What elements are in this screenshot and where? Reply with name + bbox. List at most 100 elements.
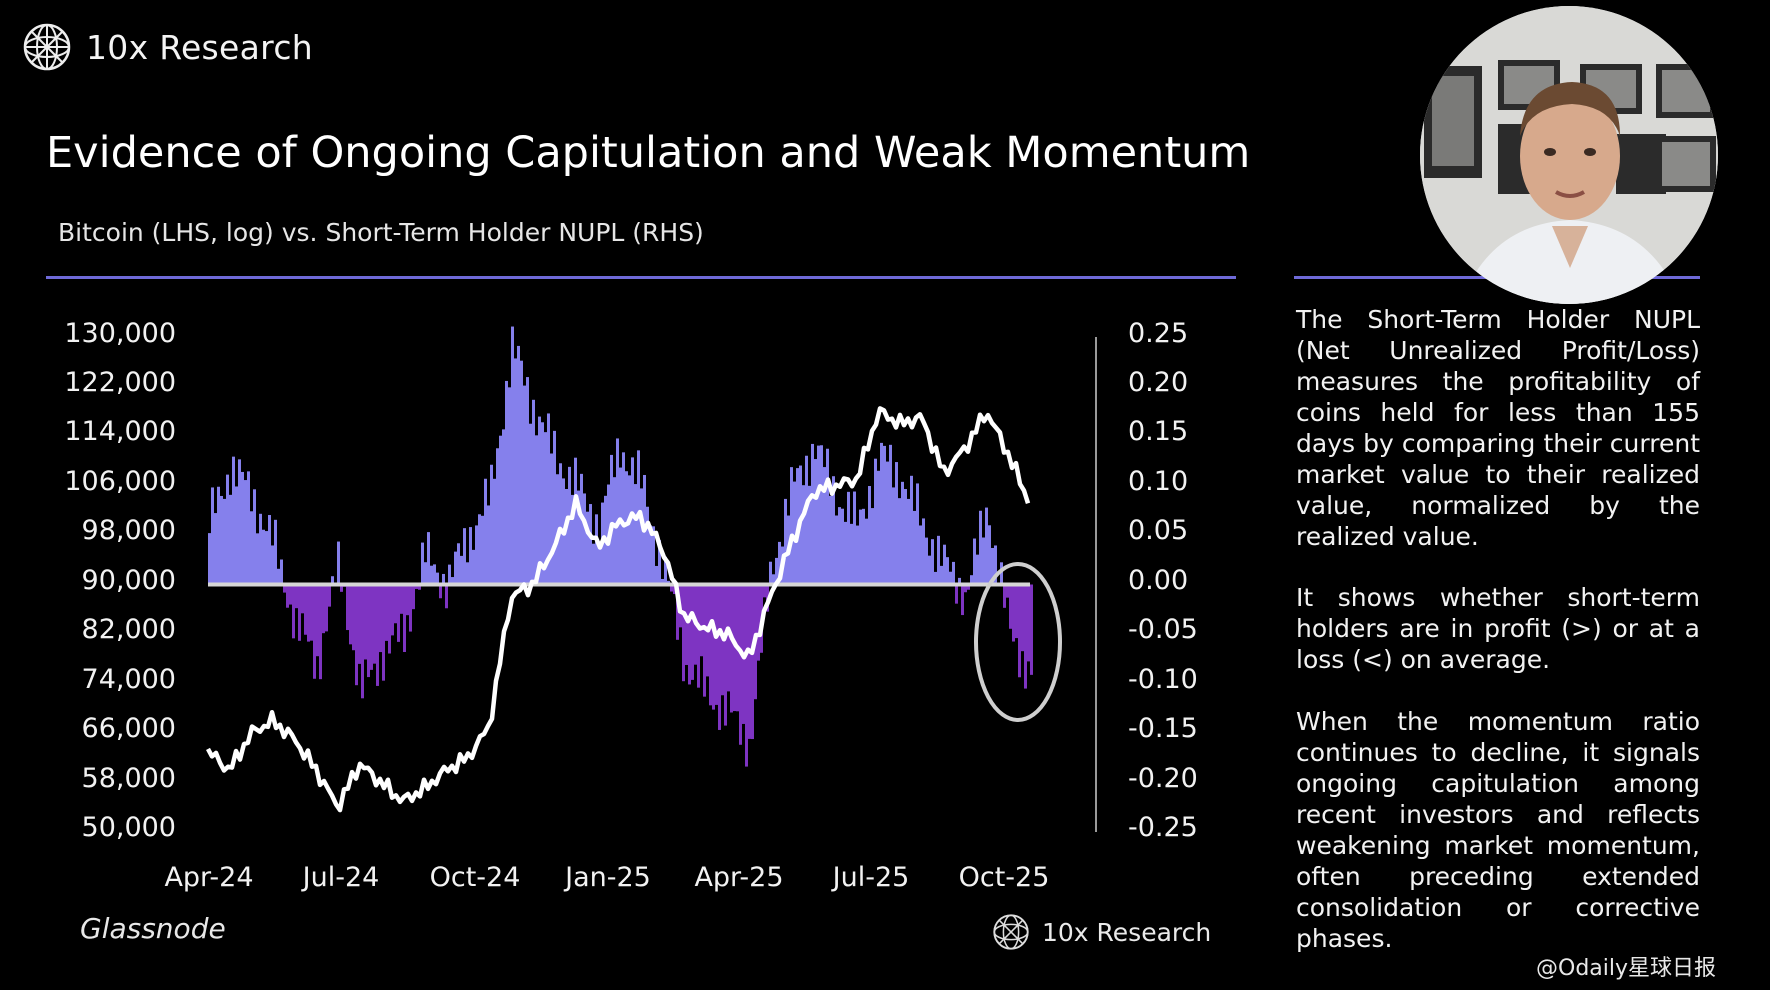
nupl-bar bbox=[556, 474, 559, 585]
nupl-bar bbox=[985, 507, 988, 585]
nupl-bar bbox=[502, 429, 505, 585]
watermark: @Odaily星球日报 bbox=[1536, 956, 1717, 981]
nupl-bar bbox=[658, 540, 661, 585]
y-left-tick-label: 90,000 bbox=[81, 565, 176, 596]
nupl-bar bbox=[865, 518, 868, 585]
nupl-bar bbox=[1003, 584, 1006, 608]
nupl-bar bbox=[634, 484, 637, 585]
nupl-bar bbox=[286, 584, 289, 608]
nupl-bar bbox=[427, 532, 430, 585]
nupl-bar bbox=[562, 478, 565, 585]
nupl-bar bbox=[448, 564, 451, 585]
nupl-bar bbox=[559, 463, 562, 585]
brand-logo: 10x Research bbox=[22, 22, 313, 72]
nupl-bar bbox=[874, 458, 877, 585]
nupl-bar bbox=[298, 584, 301, 641]
sidebar-paragraph: The Short-Term Holder NUPL (Net Unrealiz… bbox=[1296, 305, 1700, 551]
nupl-bar bbox=[832, 476, 835, 585]
nupl-bar bbox=[679, 584, 682, 628]
x-tick-label: Apr-24 bbox=[164, 862, 254, 893]
nupl-bar bbox=[907, 498, 910, 585]
nupl-bar bbox=[937, 535, 940, 585]
nupl-bar bbox=[808, 485, 811, 585]
nupl-bar bbox=[910, 475, 913, 585]
nupl-bar bbox=[367, 584, 370, 678]
nupl-bar bbox=[742, 584, 745, 724]
nupl-bar bbox=[949, 571, 952, 585]
nupl-bar bbox=[673, 584, 676, 595]
nupl-bar bbox=[676, 584, 679, 640]
nupl-bar bbox=[319, 584, 322, 680]
nupl-bar bbox=[970, 575, 973, 585]
nupl-bar bbox=[880, 442, 883, 585]
nupl-bar bbox=[853, 491, 856, 585]
nupl-bar bbox=[934, 571, 937, 585]
nupl-bar bbox=[481, 515, 484, 585]
brand-name: 10x Research bbox=[86, 27, 313, 67]
nupl-bar bbox=[823, 467, 826, 585]
nupl-bar bbox=[592, 543, 595, 585]
nupl-bar bbox=[781, 546, 784, 585]
nupl-bar bbox=[505, 380, 508, 585]
nupl-bar bbox=[700, 584, 703, 657]
nupl-bar bbox=[892, 487, 895, 585]
nupl-bar bbox=[805, 455, 808, 585]
x-tick-label: Apr-25 bbox=[694, 862, 784, 893]
nupl-bar bbox=[1012, 584, 1015, 642]
nupl-bar bbox=[1015, 584, 1018, 639]
y-right-tick-label: 0.00 bbox=[1128, 565, 1189, 596]
y-right-tick-label: 0.20 bbox=[1128, 367, 1189, 398]
nupl-bar bbox=[1024, 584, 1027, 689]
nupl-bar bbox=[646, 506, 649, 585]
nupl-bar bbox=[724, 584, 727, 726]
nupl-bar bbox=[364, 584, 367, 660]
nupl-bar bbox=[244, 480, 247, 585]
nupl-bar bbox=[835, 515, 838, 585]
y-left-tick-label: 82,000 bbox=[81, 614, 176, 645]
y-left-tick-label: 130,000 bbox=[64, 318, 176, 349]
nupl-bar bbox=[628, 475, 631, 585]
nupl-bar bbox=[256, 533, 259, 585]
nupl-bar bbox=[619, 467, 622, 585]
nupl-bar bbox=[967, 584, 970, 590]
nupl-bar bbox=[460, 555, 463, 585]
nupl-bar bbox=[433, 564, 436, 585]
nupl-bar bbox=[382, 584, 385, 681]
nupl-bar bbox=[421, 542, 424, 585]
nupl-bar bbox=[472, 549, 475, 585]
y-right-tick-label: -0.05 bbox=[1128, 614, 1198, 645]
nupl-bar bbox=[583, 493, 586, 585]
nupl-bar bbox=[262, 529, 265, 585]
nupl-bar bbox=[988, 525, 991, 585]
nupl-bar bbox=[751, 584, 754, 740]
y-left-tick-label: 66,000 bbox=[81, 713, 176, 744]
globe-icon bbox=[23, 23, 71, 71]
nupl-bar bbox=[922, 518, 925, 585]
nupl-bar bbox=[745, 584, 748, 767]
y-right-tick-label: 0.15 bbox=[1128, 416, 1189, 447]
nupl-bar bbox=[946, 557, 949, 585]
nupl-bar bbox=[301, 584, 304, 614]
nupl-bar bbox=[565, 489, 568, 585]
nupl-bar bbox=[217, 486, 220, 585]
nupl-bar bbox=[313, 584, 316, 679]
nupl-bar bbox=[925, 537, 928, 585]
nupl-bar bbox=[508, 387, 511, 585]
nupl-bar bbox=[322, 584, 325, 634]
nupl-bar bbox=[289, 584, 292, 605]
nupl-bar bbox=[235, 486, 238, 585]
nupl-bar bbox=[265, 531, 268, 585]
nupl-bar bbox=[706, 584, 709, 677]
nupl-bar bbox=[1000, 562, 1003, 585]
nupl-bar bbox=[760, 584, 763, 653]
nupl-bar bbox=[931, 539, 934, 585]
nupl-bar bbox=[355, 584, 358, 686]
y-right-tick-label: 0.10 bbox=[1128, 466, 1189, 497]
nupl-bar bbox=[589, 504, 592, 585]
nupl-bar bbox=[943, 544, 946, 585]
nupl-bar bbox=[577, 490, 580, 585]
nupl-bar bbox=[826, 448, 829, 585]
nupl-bar bbox=[409, 584, 412, 632]
nupl-bar bbox=[253, 489, 256, 585]
nupl-bar bbox=[352, 584, 355, 651]
